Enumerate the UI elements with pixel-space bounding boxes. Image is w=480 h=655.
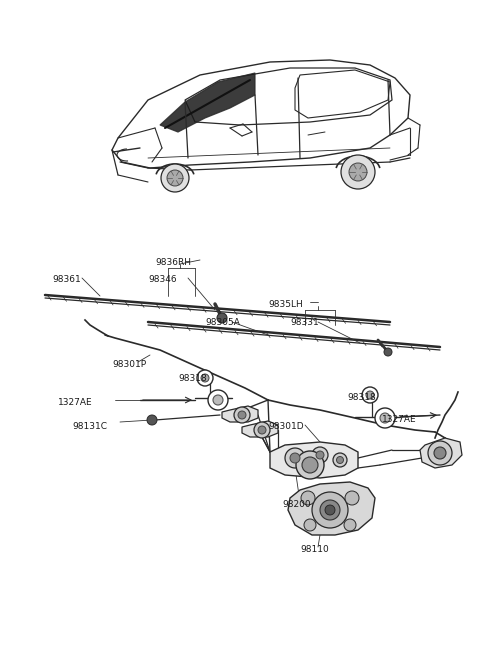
Polygon shape: [185, 68, 392, 125]
Text: 1327AE: 1327AE: [382, 415, 417, 424]
Circle shape: [341, 155, 375, 189]
Circle shape: [336, 457, 344, 464]
Circle shape: [302, 457, 318, 473]
Circle shape: [167, 170, 183, 186]
Circle shape: [375, 408, 395, 428]
Circle shape: [296, 451, 324, 479]
Circle shape: [254, 422, 270, 438]
Circle shape: [161, 164, 189, 192]
Text: 98361: 98361: [52, 275, 81, 284]
Circle shape: [320, 500, 340, 520]
Circle shape: [349, 163, 367, 181]
Polygon shape: [420, 438, 462, 468]
Circle shape: [325, 505, 335, 515]
Polygon shape: [295, 70, 390, 118]
Text: 98301P: 98301P: [112, 360, 146, 369]
Text: 98200: 98200: [282, 500, 311, 509]
Circle shape: [333, 453, 347, 467]
Circle shape: [316, 451, 324, 459]
Circle shape: [366, 391, 374, 399]
Circle shape: [312, 492, 348, 528]
Circle shape: [197, 370, 213, 386]
Polygon shape: [242, 421, 278, 437]
Text: 98318: 98318: [178, 374, 207, 383]
Polygon shape: [112, 60, 410, 168]
Circle shape: [304, 519, 316, 531]
Circle shape: [434, 447, 446, 459]
Polygon shape: [222, 406, 258, 422]
Text: 98346: 98346: [148, 275, 177, 284]
Text: 98131C: 98131C: [72, 422, 107, 431]
Circle shape: [234, 407, 250, 423]
Text: 98331: 98331: [290, 318, 319, 327]
Text: 9836RH: 9836RH: [155, 258, 191, 267]
Text: 98318: 98318: [347, 393, 376, 402]
Circle shape: [345, 491, 359, 505]
Circle shape: [285, 448, 305, 468]
Circle shape: [201, 374, 209, 382]
Text: 1327AE: 1327AE: [58, 398, 93, 407]
Circle shape: [301, 491, 315, 505]
Circle shape: [213, 395, 223, 405]
Text: 98301D: 98301D: [268, 422, 304, 431]
Polygon shape: [160, 73, 255, 132]
Circle shape: [238, 411, 246, 419]
Circle shape: [312, 447, 328, 463]
Text: 98305A: 98305A: [205, 318, 240, 327]
Circle shape: [208, 390, 228, 410]
Polygon shape: [288, 482, 375, 535]
Circle shape: [362, 387, 378, 403]
Circle shape: [147, 415, 157, 425]
Polygon shape: [270, 442, 358, 478]
Text: 9835LH: 9835LH: [268, 300, 303, 309]
Circle shape: [384, 348, 392, 356]
Circle shape: [428, 441, 452, 465]
Circle shape: [258, 426, 266, 434]
Text: 98110: 98110: [300, 545, 329, 554]
Circle shape: [290, 453, 300, 463]
Circle shape: [217, 313, 227, 323]
Circle shape: [344, 519, 356, 531]
Circle shape: [380, 413, 390, 423]
